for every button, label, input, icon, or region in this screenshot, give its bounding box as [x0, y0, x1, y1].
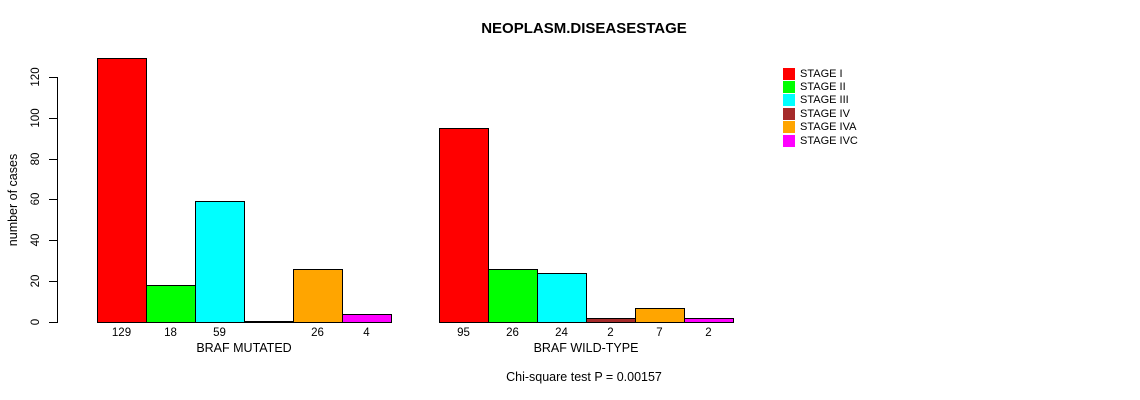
legend-label: STAGE III: [800, 94, 849, 107]
y-tick-label: 120: [30, 67, 42, 87]
y-tick-label: 60: [30, 193, 42, 206]
legend-color-swatch: [783, 121, 795, 134]
legend-row: STAGE IV: [783, 105, 850, 120]
bar: [146, 285, 196, 323]
bar-value-label: 2: [607, 327, 614, 339]
bar-value-label: 59: [213, 327, 226, 339]
bar: [293, 268, 343, 323]
zero-height-bar: [244, 321, 294, 323]
x-axis-group-label-braf-mutated: BRAF MUTATED: [196, 341, 292, 355]
bar: [537, 272, 587, 323]
legend: STAGE I STAGE II STAGE III STAGE IV STAGE IV…: [783, 65, 903, 155]
bar: [635, 307, 685, 323]
chi-square-annotation: Chi-square test P = 0.00157: [506, 370, 662, 384]
legend-row: STAGE II: [783, 78, 846, 94]
legend-label: STAGE I: [800, 67, 843, 80]
legend-color-swatch: [783, 94, 795, 107]
bar-value-label: 18: [164, 327, 177, 339]
y-tick-mark: [49, 281, 57, 283]
y-tick-mark: [49, 322, 57, 323]
y-tick-mark: [49, 199, 57, 201]
bar: [97, 58, 147, 323]
legend-label: STAGE IV: [800, 107, 850, 120]
legend-color-swatch: [783, 107, 795, 120]
y-tick-label: 80: [30, 152, 42, 165]
y-axis-line: [57, 76, 58, 323]
bar-value-label: 7: [656, 327, 663, 339]
y-tick-mark: [49, 240, 57, 242]
y-tick-label: 0: [30, 318, 42, 326]
legend-row: STAGE IVC: [783, 132, 858, 147]
legend-color-swatch: [783, 81, 795, 94]
y-tick-mark: [49, 76, 57, 78]
legend-row: STAGE IVA: [783, 118, 857, 134]
x-axis-group-label-braf-wild-type: BRAF WILD-TYPE: [533, 341, 639, 355]
bar-value-label: 2: [705, 327, 712, 339]
legend-row: STAGE III: [783, 92, 849, 107]
bar-value-label: 95: [457, 327, 470, 339]
bar-value-label: 24: [555, 327, 568, 339]
legend-label: STAGE IVA: [800, 121, 857, 134]
legend-color-swatch: [783, 67, 795, 80]
y-tick-mark: [49, 158, 57, 160]
legend-label: STAGE II: [800, 81, 846, 94]
bar-value-label: 26: [311, 327, 324, 339]
bar-value-label: 4: [363, 327, 370, 339]
legend-label: STAGE IVC: [800, 134, 858, 147]
chart-title: NEOPLASM.DISEASESTAGE: [481, 20, 687, 37]
y-tick-label: 100: [30, 108, 42, 128]
y-tick-label: 40: [30, 233, 42, 247]
legend-color-swatch: [783, 134, 795, 147]
bar: [439, 127, 489, 323]
bar-value-label: 129: [111, 327, 132, 339]
y-axis-label: number of cases: [6, 153, 20, 247]
bar: [195, 201, 245, 323]
legend-row: STAGE I: [783, 65, 843, 80]
bar-value-label: 26: [506, 327, 519, 339]
bar: [684, 317, 734, 323]
bar: [586, 317, 636, 323]
bar: [342, 313, 392, 323]
y-tick-label: 20: [30, 274, 42, 288]
y-tick-mark: [49, 117, 57, 119]
bar: [488, 268, 538, 323]
